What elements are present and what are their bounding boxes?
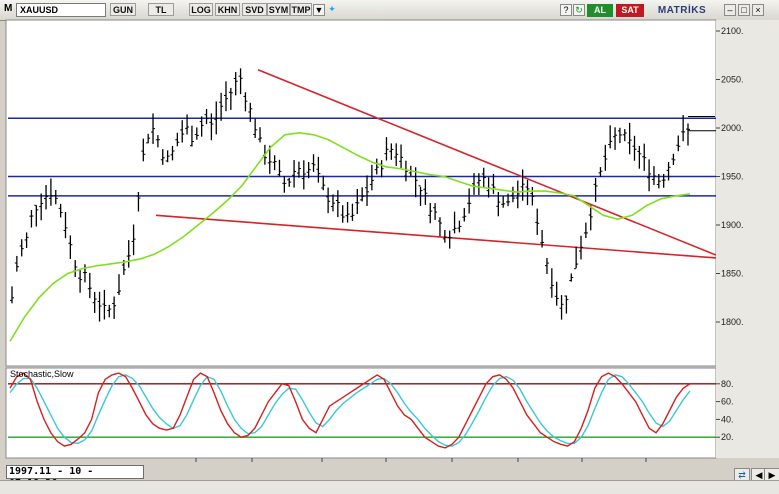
y-tick-label: 1950. [721, 172, 744, 182]
stoch-y-tick-label: 40. [721, 414, 734, 424]
stochastic-panel [5, 367, 717, 459]
price-panel [5, 19, 717, 367]
trend-line [257, 69, 717, 256]
toolbar-button-log[interactable]: LOG [189, 3, 213, 16]
brand-logo: MATRİKS [657, 5, 707, 16]
moving-average-line [9, 132, 691, 342]
y-tick-label: 1800. [721, 317, 744, 327]
last-price-marker [688, 116, 715, 117]
y-tick-label: 2050. [721, 75, 744, 85]
crosshair-info: 1997.11 - 10 - 07:18:36 [6, 465, 144, 489]
toolbar-button-gun[interactable]: GUN [110, 3, 136, 16]
toolbar-button-sym[interactable]: SYM [267, 3, 290, 16]
toolbar-button-tl[interactable]: TL [148, 3, 174, 16]
y-tick-label: 2100. [721, 26, 744, 36]
stochastic-k-line [9, 372, 691, 449]
chart-canvas[interactable]: 1800. 1850. 1900. 1950. 2000. 2050. 2100. 20. 40… [0, 0, 779, 462]
menu-button[interactable]: M [4, 3, 13, 14]
dropdown-arrow-icon[interactable]: ▼ [313, 4, 325, 16]
toolbar: M XAUUSD GUN TL LOG KHN SVD SYM TMP ▼ ✦ … [0, 0, 779, 21]
minimize-icon[interactable]: – [724, 4, 736, 16]
y-tick-label: 1850. [721, 269, 744, 279]
sell-button[interactable]: SAT [616, 4, 644, 17]
y-tick-label: 1900. [721, 220, 744, 230]
toolbar-button-tmp[interactable]: TMP [290, 3, 312, 16]
y-axis-area [716, 20, 779, 458]
buy-button[interactable]: AL [587, 4, 613, 17]
stochastic-title: Stochastic,Slow [10, 369, 74, 379]
twitter-icon[interactable]: ✦ [328, 4, 336, 14]
stoch-y-tick-label: 60. [721, 397, 734, 407]
bottom-bar [0, 480, 779, 494]
trend-line [155, 214, 717, 259]
toolbar-button-svd[interactable]: SVD [242, 3, 267, 16]
refresh-icon[interactable]: ↻ [573, 4, 585, 16]
y-tick-label: 2000. [721, 123, 744, 133]
stoch-y-tick-label: 80. [721, 379, 734, 389]
toolbar-button-khn[interactable]: KHN [215, 3, 240, 16]
help-icon[interactable]: ? [560, 4, 572, 16]
stoch-y-tick-label: 20. [721, 432, 734, 442]
symbol-input[interactable]: XAUUSD [16, 3, 106, 17]
maximize-icon[interactable]: □ [738, 4, 750, 16]
close-icon[interactable]: × [752, 4, 764, 16]
